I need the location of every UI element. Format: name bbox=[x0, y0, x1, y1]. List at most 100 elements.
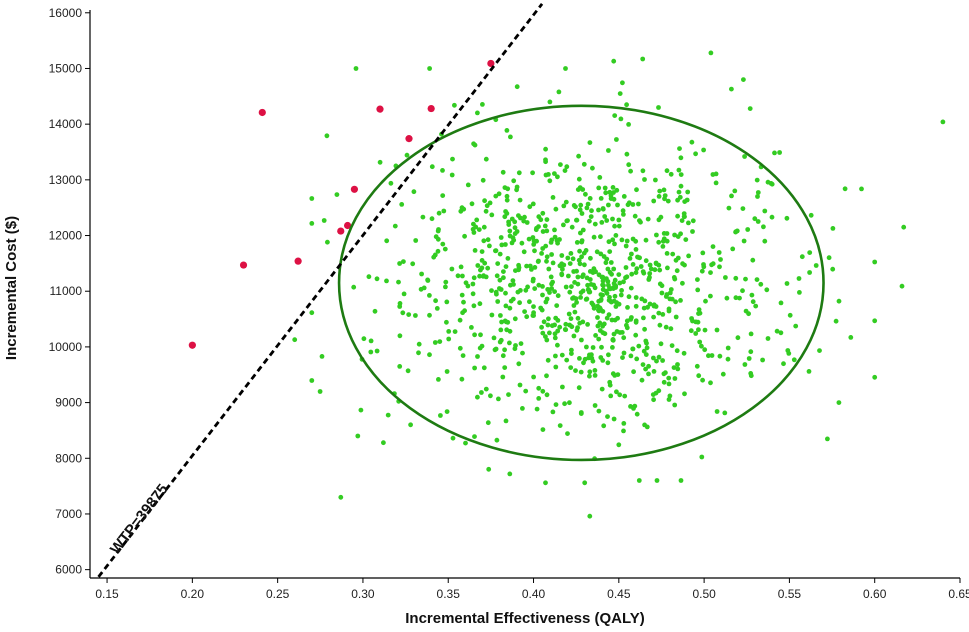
simulation-point bbox=[693, 151, 698, 157]
simulation-point bbox=[498, 235, 504, 240]
simulation-point bbox=[762, 238, 768, 244]
simulation-point bbox=[754, 277, 760, 282]
simulation-point bbox=[495, 299, 501, 304]
simulation-point bbox=[413, 238, 419, 243]
simulation-point bbox=[545, 287, 551, 292]
simulation-point bbox=[516, 213, 521, 219]
simulation-point bbox=[547, 330, 552, 336]
simulation-point bbox=[487, 200, 493, 206]
simulation-point bbox=[576, 385, 582, 391]
confidence-ellipse bbox=[337, 104, 825, 462]
simulation-point bbox=[778, 300, 784, 306]
simulation-point bbox=[576, 153, 581, 159]
simulation-point bbox=[578, 202, 584, 208]
simulation-point bbox=[600, 206, 606, 211]
simulation-point bbox=[366, 274, 372, 280]
simulation-point bbox=[585, 201, 591, 207]
simulation-point bbox=[449, 266, 455, 272]
simulation-point bbox=[651, 397, 656, 403]
simulation-point bbox=[455, 273, 461, 279]
simulation-point bbox=[568, 251, 574, 256]
simulation-point bbox=[503, 290, 508, 296]
simulation-point bbox=[449, 172, 455, 178]
simulation-point bbox=[475, 263, 481, 268]
simulation-point bbox=[626, 122, 631, 127]
simulation-point bbox=[624, 325, 630, 331]
simulation-point bbox=[372, 308, 378, 314]
simulation-point bbox=[601, 321, 607, 327]
simulation-point bbox=[554, 303, 560, 308]
simulation-point bbox=[579, 337, 584, 343]
simulation-point bbox=[677, 194, 683, 200]
simulation-point bbox=[762, 208, 768, 214]
simulation-point bbox=[743, 308, 749, 314]
simulation-point bbox=[550, 195, 556, 200]
simulation-point bbox=[607, 249, 613, 255]
simulation-point bbox=[709, 353, 715, 358]
x-tick-label: 0.40 bbox=[522, 587, 546, 601]
simulation-point bbox=[384, 278, 389, 284]
simulation-point bbox=[622, 393, 628, 399]
simulation-point bbox=[700, 250, 706, 256]
simulation-point bbox=[517, 300, 522, 306]
simulation-point bbox=[612, 241, 617, 247]
simulation-point bbox=[522, 214, 527, 220]
simulation-point bbox=[641, 315, 646, 321]
simulation-point bbox=[656, 239, 662, 245]
simulation-point bbox=[733, 229, 739, 235]
simulation-point bbox=[554, 238, 560, 243]
simulation-point bbox=[651, 198, 657, 204]
simulation-point bbox=[621, 212, 626, 217]
simulation-point bbox=[501, 269, 506, 274]
x-tick-label: 0.15 bbox=[95, 587, 119, 601]
simulation-point bbox=[616, 442, 622, 448]
simulation-point bbox=[355, 433, 361, 439]
simulation-point bbox=[508, 282, 513, 288]
simulation-point bbox=[772, 150, 777, 156]
simulation-point bbox=[639, 377, 645, 383]
simulation-point bbox=[532, 248, 537, 254]
simulation-point bbox=[587, 369, 593, 375]
simulation-point bbox=[523, 388, 529, 394]
simulation-point bbox=[569, 224, 575, 230]
simulation-point bbox=[621, 194, 627, 199]
simulation-point bbox=[524, 314, 530, 320]
simulation-point bbox=[575, 187, 581, 193]
simulation-point bbox=[666, 381, 672, 387]
simulation-point bbox=[633, 270, 639, 275]
simulation-point bbox=[702, 327, 708, 333]
simulation-point bbox=[717, 264, 722, 270]
simulation-point bbox=[672, 402, 678, 408]
simulation-point bbox=[388, 180, 394, 186]
simulation-point bbox=[433, 298, 438, 304]
outlier-point bbox=[343, 221, 352, 230]
simulation-point bbox=[457, 345, 463, 351]
simulation-point bbox=[735, 335, 741, 341]
simulation-point bbox=[427, 312, 432, 318]
simulation-point bbox=[436, 377, 441, 382]
simulation-point bbox=[510, 278, 516, 283]
simulation-point bbox=[353, 66, 359, 71]
simulation-point bbox=[459, 292, 465, 298]
x-tick-label: 0.20 bbox=[181, 587, 205, 601]
simulation-point bbox=[748, 373, 754, 379]
simulation-point bbox=[602, 185, 608, 191]
simulation-point bbox=[604, 218, 610, 223]
simulation-point bbox=[531, 313, 536, 318]
simulation-point bbox=[593, 333, 598, 338]
simulation-point bbox=[544, 373, 549, 379]
y-tick-label: 11000 bbox=[50, 284, 83, 298]
simulation-point bbox=[576, 257, 582, 263]
simulation-point bbox=[684, 197, 690, 203]
simulation-point bbox=[434, 306, 440, 311]
simulation-point bbox=[617, 392, 623, 398]
simulation-point bbox=[317, 389, 323, 394]
simulation-point bbox=[587, 277, 593, 282]
simulation-point bbox=[643, 258, 649, 264]
simulation-point bbox=[644, 424, 650, 430]
x-tick-label: 0.55 bbox=[778, 587, 802, 601]
simulation-point bbox=[521, 249, 527, 255]
simulation-point bbox=[723, 275, 728, 280]
simulation-point bbox=[540, 284, 545, 289]
simulation-point bbox=[591, 282, 596, 288]
